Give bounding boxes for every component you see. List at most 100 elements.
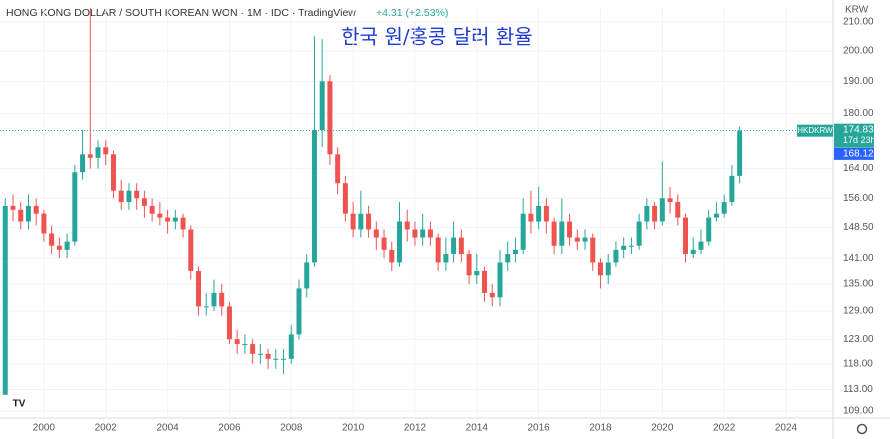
candle-body [551, 221, 557, 246]
candle-body [358, 213, 364, 230]
x-tick-label: 2006 [218, 423, 241, 434]
symbol-label-bg [797, 124, 833, 137]
candle-body [582, 237, 588, 242]
candle-body [721, 202, 727, 214]
candle-body [698, 241, 704, 250]
candle-body [605, 262, 611, 276]
candle-body [80, 154, 86, 173]
candle-body [234, 339, 240, 345]
candle-body [49, 233, 55, 246]
x-tick-label: 2018 [589, 423, 612, 434]
x-tick-label: 2022 [713, 423, 736, 434]
x-tick-label: 2020 [651, 423, 674, 434]
y-unit: KRW [845, 5, 869, 16]
candle-body [482, 270, 488, 293]
y-tick-label: 164.00 [843, 163, 874, 174]
candle-body [350, 213, 356, 230]
annotation: 한국 원/홍콩 달러 환율 [341, 25, 532, 49]
candle-body [636, 221, 642, 246]
candle-body [489, 292, 495, 298]
last-price-label-bg [834, 123, 874, 148]
settings-icon[interactable] [856, 423, 868, 435]
candle-body [335, 154, 341, 184]
symbol-label: HKDKRW [797, 126, 833, 135]
candle-body [443, 254, 449, 263]
candle-body [203, 306, 209, 308]
prev-price-label: 168.12 [843, 149, 874, 160]
candle-body [373, 229, 379, 238]
candle-body [366, 213, 372, 230]
candle-body [165, 217, 171, 222]
x-tick-label: 2012 [404, 423, 427, 434]
y-tick-label: 156.00 [843, 193, 874, 204]
candle-body [18, 209, 24, 222]
y-tick-label: 123.00 [843, 334, 874, 345]
candle-body [683, 217, 689, 255]
y-tick-label: 180.00 [843, 108, 874, 119]
candle-body [667, 198, 673, 203]
candle-body [56, 245, 62, 250]
candle-body [95, 147, 101, 158]
candle-body [675, 202, 681, 218]
candle-body [141, 198, 147, 206]
candle-body [288, 334, 294, 359]
candle-body [404, 221, 410, 230]
candle-body [706, 217, 712, 242]
last-price-label: 174.83 [843, 124, 874, 135]
candle-body [690, 249, 696, 255]
candle-body [652, 205, 658, 222]
candle-body [613, 249, 619, 263]
candle-body [729, 175, 735, 203]
x-tick-label: 2016 [528, 423, 551, 434]
candle-body [219, 292, 225, 307]
candle-body [33, 205, 39, 214]
prev-price-label-bg [834, 147, 874, 160]
candle-body [621, 245, 627, 250]
candle-body [126, 190, 132, 203]
candle-body [327, 81, 333, 155]
candle-body [304, 262, 310, 289]
candle-body [134, 190, 140, 199]
y-tick-label: 129.00 [843, 306, 874, 317]
tv-logo[interactable]: TV [8, 394, 30, 412]
candle-body [196, 270, 202, 307]
y-tick-label: 118.00 [843, 358, 873, 369]
candle-body [396, 221, 402, 263]
candle-body [644, 205, 650, 222]
y-tick-label: 141.00 [843, 253, 874, 264]
candle-body [528, 213, 534, 222]
candle-body [188, 229, 194, 271]
candle-body [737, 130, 743, 176]
svg-text:TV: TV [13, 399, 26, 410]
candle-body [420, 229, 426, 238]
candle-body [559, 221, 565, 246]
candle-body [574, 237, 580, 242]
candle-body [597, 262, 603, 276]
candle-body [458, 237, 464, 255]
candle-body [41, 213, 47, 234]
candle-body [257, 353, 263, 355]
candle-body [512, 249, 518, 255]
candle-body [543, 205, 549, 222]
candle-body [149, 205, 155, 214]
candle-body [497, 262, 503, 298]
candle-body [2, 205, 8, 395]
candle-body [172, 217, 178, 222]
candle-body [64, 241, 70, 250]
candle-body [567, 221, 573, 238]
change: +4.31 (+2.53%) [376, 7, 448, 19]
candle-body [281, 358, 287, 360]
candle-body [265, 353, 271, 359]
y-tick-label: 109.00 [843, 406, 874, 417]
candle-body [713, 213, 719, 218]
candle-body [273, 358, 279, 360]
candle-body [435, 237, 441, 263]
candle-body [466, 254, 472, 276]
candle-body [103, 147, 109, 155]
candle-body [72, 172, 78, 242]
candle-body [242, 344, 248, 346]
candle-body [590, 237, 596, 263]
candle-body [296, 288, 302, 335]
candle-body [118, 190, 124, 203]
